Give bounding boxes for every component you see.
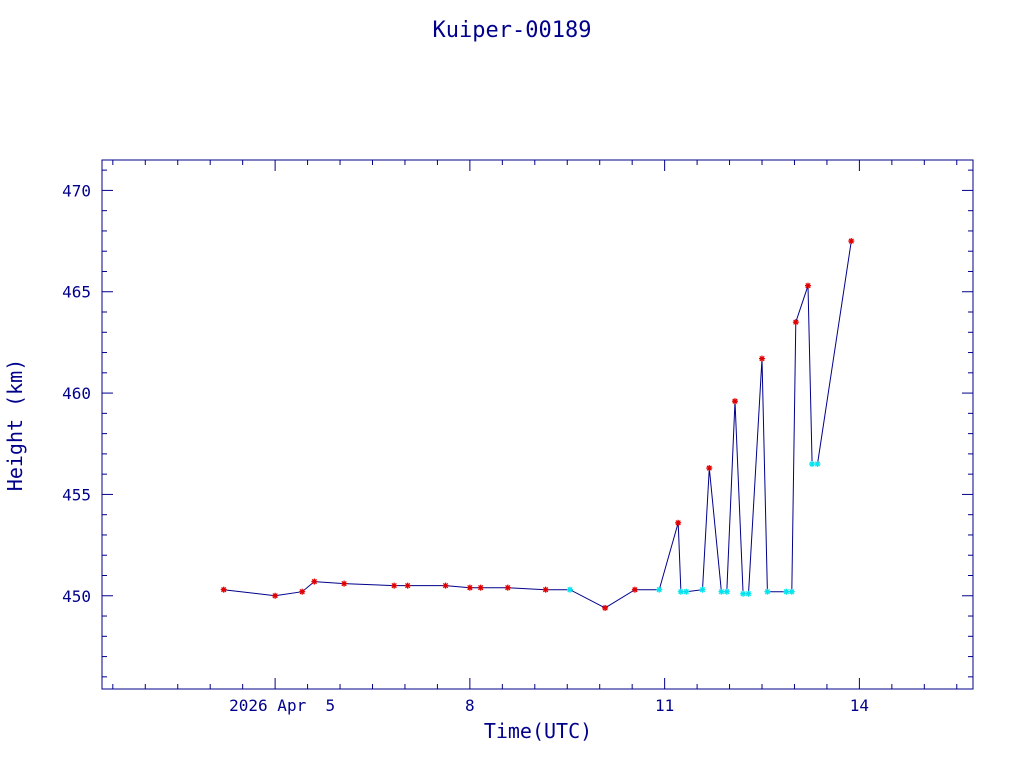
x-tick-label: 2026 Apr 5 (229, 696, 335, 715)
data-point-red (759, 355, 766, 362)
data-point-red (792, 319, 799, 326)
data-point-cyan (718, 588, 725, 595)
data-point-red (404, 582, 411, 589)
data-point-red (272, 592, 279, 599)
x-tick-labels: 2026 Apr 5 8 11 14 (229, 696, 869, 715)
data-point-red (299, 588, 306, 595)
chart-title: Kuiper-00189 (433, 18, 592, 43)
data-point-red (391, 582, 398, 589)
data-point-cyan (723, 588, 730, 595)
data-point-cyan (814, 461, 821, 468)
x-axis-label: Time(UTC) (484, 719, 592, 743)
data-point-cyan (809, 461, 816, 468)
x-tick-label: 14 (850, 696, 869, 715)
data-point-red (848, 238, 855, 245)
data-point-cyan (699, 586, 706, 593)
data-point-red (804, 282, 811, 289)
data-point-red (542, 586, 549, 593)
data-point-cyan (677, 588, 684, 595)
y-tick-label: 450 (62, 587, 91, 606)
y-tick-label: 470 (62, 181, 91, 200)
data-point-cyan (683, 588, 690, 595)
data-point-cyan (764, 588, 771, 595)
data-point-red (602, 604, 609, 611)
minor-ticks (102, 160, 973, 689)
data-point-cyan (783, 588, 790, 595)
x-tick-label: 8 (465, 696, 475, 715)
x-tick-label: 11 (655, 696, 674, 715)
y-tick-label: 460 (62, 384, 91, 403)
data-point-red (442, 582, 449, 589)
data-point-red (477, 584, 484, 591)
data-point-red (466, 584, 473, 591)
y-tick-label: 455 (62, 485, 91, 504)
y-axis-label: Height (km) (3, 359, 27, 491)
major-ticks (102, 160, 973, 689)
data-point-red (311, 578, 318, 585)
data-point-red (504, 584, 511, 591)
data-point-red (731, 398, 738, 405)
data-point-cyan (740, 590, 747, 597)
y-tick-labels: 450 455 460 465 470 (62, 181, 91, 605)
data-point-red (706, 465, 713, 472)
data-point-red (341, 580, 348, 587)
data-markers (220, 238, 855, 611)
data-point-cyan (745, 590, 752, 597)
data-point-cyan (656, 586, 663, 593)
plot-frame (101, 159, 974, 690)
data-point-red (631, 586, 638, 593)
y-tick-label: 465 (62, 283, 91, 302)
data-point-cyan (788, 588, 795, 595)
data-point-red (220, 586, 227, 593)
data-line (223, 241, 852, 609)
data-point-cyan (566, 586, 573, 593)
data-point-red (675, 519, 682, 526)
